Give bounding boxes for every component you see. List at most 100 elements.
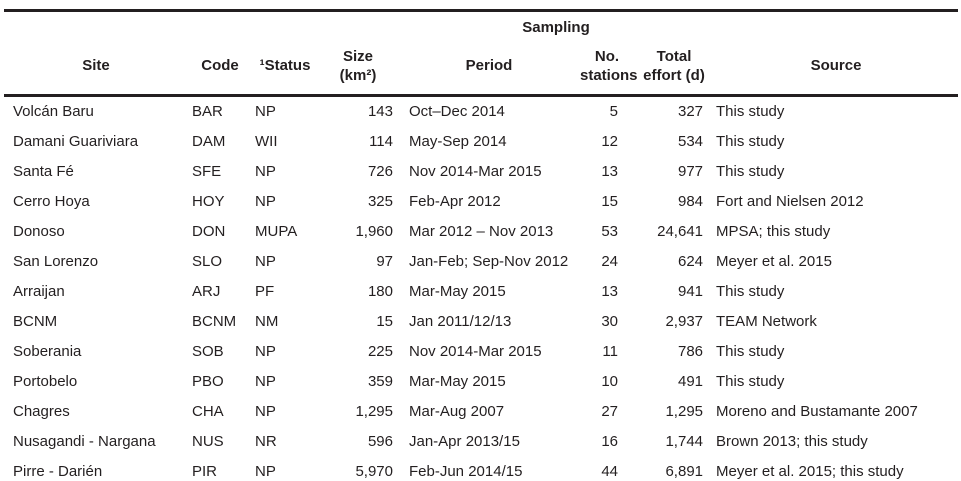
table-row: Santa Fé SFE NP 726 Nov 2014-Mar 2015 13 977 Th…: [4, 157, 958, 187]
table-row: Chagres CHA NP 1,295 Mar-Aug 2007 27 1,295 More…: [4, 397, 958, 427]
cell-period: Feb-Apr 2012: [409, 192, 501, 210]
group-header-row: Sampling: [4, 11, 958, 42]
cell-stations: 5: [609, 102, 618, 120]
col-header-effort-label-line2: effort (d): [643, 66, 705, 84]
cell-source: This study: [716, 102, 785, 120]
cell-effort: 327: [677, 102, 704, 120]
cell-site: Soberania: [13, 342, 82, 360]
group-header-spacer-left: [4, 11, 398, 42]
cell-status: NP: [255, 252, 276, 270]
col-header-code-label: Code: [201, 57, 239, 74]
cell-site: Damani Guariviara: [13, 132, 139, 150]
cell-source: Meyer et al. 2015: [716, 252, 832, 270]
cell-site: BCNM: [13, 312, 58, 330]
cell-period: May-Sep 2014: [409, 132, 507, 150]
cell-code: PBO: [192, 372, 224, 390]
col-header-site: Site: [4, 41, 188, 97]
col-header-stations-label-line1: No.: [594, 47, 620, 65]
cell-code: SOB: [192, 342, 224, 360]
cell-effort: 1,744: [665, 432, 704, 450]
cell-size: 726: [367, 162, 393, 180]
cell-code: PIR: [192, 462, 218, 480]
cell-effort: 984: [677, 192, 704, 210]
cell-source: Fort and Nielsen 2012: [716, 192, 864, 210]
cell-code: NUS: [192, 432, 224, 450]
cell-period: Jan 2011/12/13: [409, 312, 512, 330]
cell-status: PF: [255, 282, 275, 300]
cell-source: Meyer et al. 2015; this study: [716, 462, 904, 480]
table-row: Pirre - Darién PIR NP 5,970 Feb-Jun 2014/15 4…: [4, 457, 958, 481]
cell-period: Nov 2014-Mar 2015: [409, 162, 542, 180]
cell-effort: 491: [677, 372, 704, 390]
cell-code: SLO: [192, 252, 223, 270]
cell-site: Donoso: [13, 222, 65, 240]
cell-source: This study: [716, 162, 785, 180]
cell-status: NR: [255, 432, 277, 450]
col-header-code: Code: [188, 41, 252, 97]
cell-status: NP: [255, 462, 276, 480]
cell-site: Chagres: [13, 402, 70, 420]
cell-period: Feb-Jun 2014/15: [409, 462, 523, 480]
cell-effort: 24,641: [657, 222, 704, 240]
cell-period: Nov 2014-Mar 2015: [409, 342, 542, 360]
cell-source: Moreno and Bustamante 2007: [716, 402, 918, 420]
table-row: Arraijan ARJ PF 180 Mar-May 2015 13 941 This st…: [4, 277, 958, 307]
cell-stations: 30: [601, 312, 618, 330]
cell-size: 1,295: [355, 402, 393, 420]
cell-period: Jan-Feb; Sep-Nov 2012: [409, 252, 569, 270]
col-header-source: Source: [714, 41, 959, 97]
col-header-size-label-line2: (km²): [339, 66, 377, 84]
cell-period: Mar-May 2015: [409, 282, 506, 300]
cell-stations: 53: [601, 222, 618, 240]
cell-stations: 15: [601, 192, 618, 210]
cell-effort: 534: [677, 132, 704, 150]
cell-code: BCNM: [192, 312, 237, 330]
cell-effort: 941: [677, 282, 704, 300]
cell-status: NP: [255, 402, 276, 420]
col-header-status-label: ¹Status: [259, 57, 311, 74]
col-header-size: Size (km²): [318, 41, 398, 97]
cell-size: 97: [376, 252, 393, 270]
cell-stations: 24: [601, 252, 618, 270]
cell-size: 359: [367, 372, 393, 390]
cell-status: NP: [255, 372, 276, 390]
table-row: Portobelo PBO NP 359 Mar-May 2015 10 491 This s…: [4, 367, 958, 397]
col-header-period-label: Period: [465, 57, 513, 74]
table-row: San Lorenzo SLO NP 97 Jan-Feb; Sep-Nov 2012 2…: [4, 247, 958, 277]
cell-size: 15: [376, 312, 393, 330]
cell-effort: 977: [677, 162, 704, 180]
table-row: Volcán Baru BAR NP 143 Oct–Dec 2014 5 327 This …: [4, 96, 958, 128]
cell-stations: 13: [601, 162, 618, 180]
cell-code: HOY: [192, 192, 225, 210]
cell-status: MUPA: [255, 222, 298, 240]
cell-effort: 6,891: [665, 462, 704, 480]
cell-status: NP: [255, 192, 276, 210]
cell-status: NP: [255, 342, 276, 360]
cell-stations: 12: [601, 132, 618, 150]
group-header-label: Sampling: [522, 19, 590, 37]
cell-effort: 624: [677, 252, 704, 270]
col-header-stations-label-line2: stations: [580, 66, 638, 84]
cell-source: This study: [716, 132, 785, 150]
column-header-row: Site Code ¹Status Size (km²) Period No.: [4, 41, 959, 97]
table-row: Donoso DON MUPA 1,960 Mar 2012 – Nov 2013 53 2…: [4, 217, 958, 247]
col-header-site-label: Site: [82, 57, 110, 74]
cell-code: BAR: [192, 102, 223, 120]
group-header-spacer-right: [714, 11, 958, 42]
cell-effort: 2,937: [665, 312, 704, 330]
cell-site: Pirre - Darién: [13, 462, 103, 480]
cell-code: DON: [192, 222, 226, 240]
table-row: Damani Guariviara DAM WII 114 May-Sep 2014 12…: [4, 127, 958, 157]
cell-size: 1,960: [355, 222, 393, 240]
cell-size: 596: [367, 432, 393, 450]
cell-period: Mar-Aug 2007: [409, 402, 505, 420]
cell-period: Oct–Dec 2014: [409, 102, 505, 120]
group-header-sampling: Sampling: [398, 11, 714, 42]
table-row: Nusagandi - Nargana NUS NR 596 Jan-Apr 2013/…: [4, 427, 958, 457]
cell-source: This study: [716, 342, 785, 360]
cell-status: NP: [255, 162, 276, 180]
cell-site: Cerro Hoya: [13, 192, 90, 210]
cell-site: Nusagandi - Nargana: [13, 432, 156, 450]
cell-size: 180: [367, 282, 393, 300]
